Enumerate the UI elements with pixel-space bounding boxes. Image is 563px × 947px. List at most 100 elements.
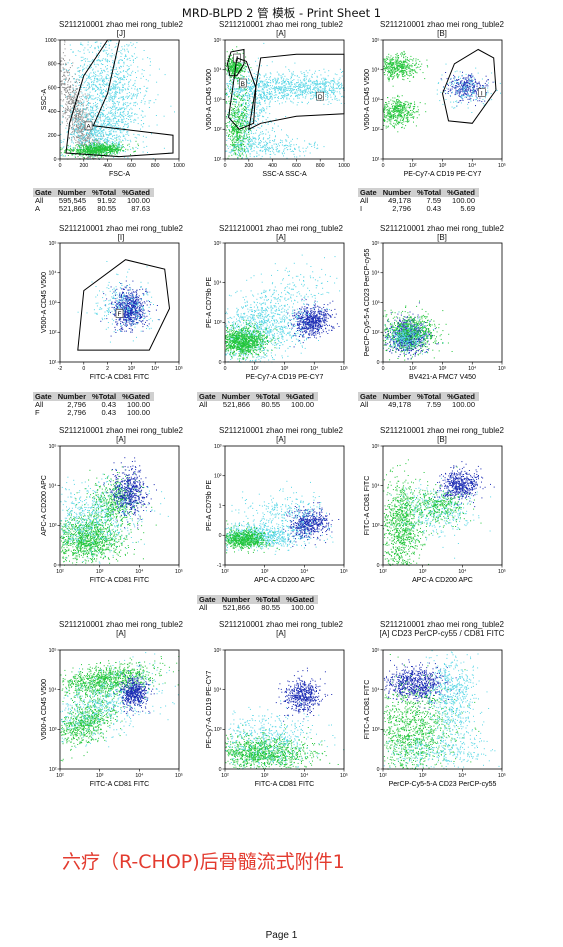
table-cell: 7.59 <box>415 197 445 205</box>
plot-sample-name: S211210001 zhao mei rong_tuble2 <box>206 426 356 435</box>
table-header-cell: %Gated <box>120 188 154 197</box>
gate-name-label: A <box>86 124 91 131</box>
table-header-cell: %Total <box>90 188 121 197</box>
table-cell: 521,866 <box>220 604 254 612</box>
y-tick-label: 10⁵ <box>49 444 57 450</box>
table-cell: 521,866 <box>56 205 90 213</box>
y-tick-label: 0 <box>219 360 222 366</box>
table-header-cell: Gate <box>358 392 381 401</box>
x-axis-label: APC-A CD200 APC <box>254 577 315 584</box>
x-tick-label: 10³ <box>419 569 427 575</box>
y-tick-label: 10⁵ <box>214 241 222 247</box>
plot-frame <box>224 649 345 770</box>
y-tick-label: 10⁴ <box>214 687 222 693</box>
x-tick-label: 10² <box>409 366 417 372</box>
y-tick-label: 10³ <box>372 523 380 529</box>
y-axis-label: PE-A CD79b PE <box>206 480 213 531</box>
scatter-plot-p7: 10² 10³ 10⁴ 10⁵ 0 10³ 10⁴ 10⁵ FITC-A CD81 FITC AP… <box>41 444 183 584</box>
x-tick-label: 10⁵ <box>340 773 348 779</box>
population-blue <box>287 298 340 348</box>
table-cell: 80.55 <box>90 205 120 213</box>
table-cell: 100.00 <box>120 197 154 205</box>
x-tick-label: 10⁴ <box>458 773 466 779</box>
table-cell: All <box>197 604 220 612</box>
x-axis-label: FITC-A CD81 FITC <box>255 781 315 788</box>
x-tick-label: 10⁴ <box>151 366 159 372</box>
plot-title: S211210001 zhao mei rong_tuble2 [A] <box>206 20 356 38</box>
x-tick-label: 10⁵ <box>498 773 506 779</box>
table-cell: 100.00 <box>445 197 479 205</box>
plot-title: S211210001 zhao mei rong_tuble2 [B] <box>367 426 517 444</box>
gate-j <box>226 48 245 77</box>
x-tick-label: 0 <box>382 366 385 372</box>
table-cell: 100.00 <box>120 409 154 417</box>
table-header-cell: Gate <box>33 392 56 401</box>
plot-sample-name: S211210001 zhao mei rong_tuble2 <box>206 224 356 233</box>
population-blue <box>103 457 157 529</box>
y-tick-label: 0 <box>54 563 57 569</box>
table-cell: All <box>358 197 381 205</box>
table-header-cell: %Gated <box>120 392 154 401</box>
x-axis-label: FITC-A CD81 FITC <box>90 781 150 788</box>
y-tick-label: 10³ <box>372 727 380 733</box>
gate-label-box <box>115 309 124 318</box>
y-axis-label: PE-A CD79b PE <box>206 277 213 328</box>
x-tick-label: 1000 <box>173 163 185 169</box>
table-header-cell: Number <box>219 392 255 401</box>
x-tick-label: 10³ <box>419 773 427 779</box>
y-tick-label: 0 <box>54 157 57 163</box>
y-tick-label: 10⁵ <box>372 444 380 450</box>
x-axis-label: PE-Cy7-A CD19 PE-CY7 <box>246 374 324 381</box>
table-cell: 100.00 <box>120 401 154 409</box>
y-tick-label: 10⁵ <box>372 38 380 44</box>
scatter-plot-p5: 0 10² 10³ 10⁴ 10⁵ 0 10³ 10⁴ 10⁵ PE-Cy7-A CD19 PE-… <box>206 241 348 381</box>
x-tick-label: 400 <box>103 163 112 169</box>
population-green <box>383 94 427 133</box>
y-tick-label: 1000 <box>45 38 57 44</box>
x-tick-label: 0 <box>224 366 227 372</box>
y-tick-label: 10² <box>372 127 380 133</box>
x-tick-label: 0 <box>224 163 227 169</box>
table-header-cell: Number <box>219 595 255 604</box>
y-tick-label: 10⁴ <box>214 68 222 74</box>
x-tick-label: 10⁴ <box>135 773 143 779</box>
x-axis-label: SSC-A SSC-A <box>262 171 307 178</box>
y-tick-label: 10⁵ <box>214 648 222 654</box>
x-tick-label: 10² <box>221 773 229 779</box>
table-cell: 2,796 <box>381 205 415 213</box>
x-tick-label: 10⁵ <box>175 366 183 372</box>
plot-title: S211210001 zhao mei rong_tuble2 [A] <box>206 620 356 638</box>
x-tick-label: 10⁴ <box>135 569 143 575</box>
plot-gate-label: [A] <box>46 629 196 638</box>
population-green <box>225 724 345 770</box>
table-header-cell: Gate <box>197 595 220 604</box>
table-row: I 2,796 0.43 5.69 <box>358 205 479 213</box>
gate-a <box>65 39 174 158</box>
population-blue <box>434 461 495 508</box>
table-cell: 2,796 <box>56 401 90 409</box>
table-cell: 0.43 <box>90 401 120 409</box>
table-cell: 595,545 <box>56 197 90 205</box>
y-tick-label: 200 <box>48 133 57 139</box>
x-tick-label: 200 <box>244 163 253 169</box>
y-tick-label: 10⁵ <box>372 241 380 247</box>
table-cell: 521,866 <box>220 401 254 409</box>
y-tick-label: 0 <box>377 563 380 569</box>
table-cell: 49,178 <box>381 197 415 205</box>
x-tick-label: 10³ <box>261 569 269 575</box>
population-cyan <box>60 652 179 748</box>
y-tick-label: 10³ <box>214 444 222 450</box>
x-tick-label: 10³ <box>439 366 447 372</box>
x-tick-label: 10³ <box>281 366 289 372</box>
population-green <box>402 466 482 536</box>
scatter-plot-p11: 10² 10³ 10⁴ 10⁵ 0 10³ 10⁴ 10⁵ FITC-A CD81 FITC PE… <box>206 648 348 788</box>
gate-i <box>441 48 497 124</box>
x-tick-label: 200 <box>79 163 88 169</box>
y-tick-label: 800 <box>48 62 57 68</box>
x-tick-label: 10⁴ <box>310 366 318 372</box>
x-axis-label: APC-A CD200 APC <box>412 577 473 584</box>
table-cell: 87.63 <box>120 205 154 213</box>
x-tick-label: 10³ <box>439 163 447 169</box>
table-header-cell: %Total <box>415 392 446 401</box>
